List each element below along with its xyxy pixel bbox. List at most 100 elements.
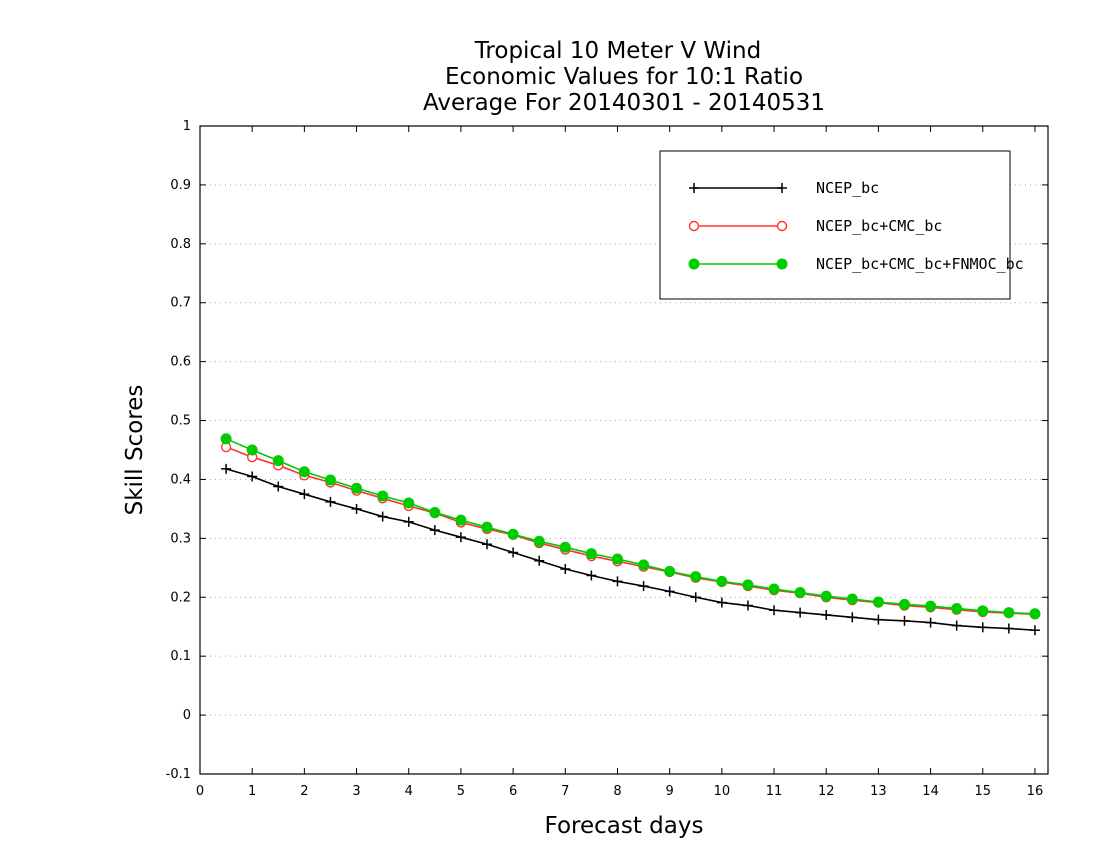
series-layer: [220, 433, 1041, 636]
data-point: [742, 579, 754, 591]
data-point: [508, 547, 519, 558]
data-point: [482, 539, 493, 550]
data-point: [507, 528, 519, 540]
x-tick-label: 3: [352, 784, 360, 799]
legend-marker: [688, 258, 700, 270]
data-point: [351, 503, 362, 514]
x-tick-label: 7: [561, 784, 569, 799]
data-point: [716, 597, 727, 608]
data-point: [247, 471, 258, 482]
data-point: [534, 555, 545, 566]
x-tick-label: 2: [300, 784, 308, 799]
data-point: [768, 583, 780, 595]
legend-marker: [689, 183, 699, 193]
data-point: [560, 563, 571, 574]
x-tick-label: 9: [666, 784, 674, 799]
x-tick-label: 8: [613, 784, 621, 799]
data-point: [690, 592, 701, 603]
x-axis-title: Forecast days: [545, 813, 704, 839]
data-point: [1029, 608, 1041, 620]
legend-marker: [777, 183, 787, 193]
x-tick-label: 15: [974, 784, 991, 799]
data-point: [925, 617, 936, 628]
data-point: [846, 593, 858, 605]
data-point: [272, 455, 284, 467]
data-point: [403, 497, 415, 509]
title-line-3: Average For 20140301 - 20140531: [423, 90, 825, 116]
data-point: [586, 570, 597, 581]
legend-label: NCEP_bc+CMC_bc: [816, 217, 942, 235]
data-point: [1029, 625, 1040, 636]
x-tick-label: 14: [922, 784, 939, 799]
data-point: [351, 482, 363, 494]
data-point: [325, 496, 336, 507]
y-tick-label: 0.3: [170, 531, 191, 546]
y-tick-label: 0.6: [170, 355, 191, 370]
data-point: [403, 516, 414, 527]
data-point: [455, 532, 466, 543]
data-point: [664, 565, 676, 577]
legend-entry-2: NCEP_bc+CMC_bc: [688, 217, 942, 235]
data-point: [246, 444, 258, 456]
y-axis-title: Skill Scores: [122, 385, 148, 516]
data-point: [429, 525, 440, 536]
data-point: [873, 614, 884, 625]
data-point: [429, 506, 441, 518]
y-tick-label: -0.1: [166, 767, 191, 782]
data-point: [977, 622, 988, 633]
legend-entry-3: NCEP_bc+CMC_bc+FNMOC_bc: [688, 255, 1024, 273]
x-tick-label: 16: [1027, 784, 1044, 799]
data-point: [638, 559, 650, 571]
legend: NCEP_bc NCEP_bc+CMC_bc NCEP_bc+CMC_bc+FNMO…: [659, 150, 1024, 300]
data-point: [533, 535, 545, 547]
legend-marker: [688, 220, 700, 232]
data-point: [638, 581, 649, 592]
data-point: [716, 575, 728, 587]
series-1: [221, 463, 1040, 636]
data-point: [951, 602, 963, 614]
legend-entry-1: NCEP_bc: [689, 179, 879, 197]
data-point: [820, 590, 832, 602]
series-3: [220, 433, 1041, 620]
data-point: [1003, 623, 1014, 634]
y-tick-label: 0.9: [170, 178, 191, 193]
data-point: [221, 463, 232, 474]
data-point: [455, 514, 467, 526]
data-point: [220, 433, 232, 445]
axis-ticks: -0.100.10.20.30.40.50.60.70.80.910 1 2 3 4 5 6…: [166, 119, 1048, 799]
data-point: [925, 600, 937, 612]
data-point: [664, 586, 675, 597]
data-point: [821, 609, 832, 620]
legend-marker: [776, 220, 788, 232]
x-tick-label: 12: [818, 784, 835, 799]
data-point: [794, 587, 806, 599]
data-point: [742, 600, 753, 611]
data-point: [612, 576, 623, 587]
data-point: [298, 466, 310, 478]
x-tick-label: 5: [457, 784, 465, 799]
y-tick-label: 0.4: [170, 472, 191, 487]
x-tick-label: 11: [766, 784, 783, 799]
y-tick-label: 1: [183, 119, 191, 134]
legend-label: NCEP_bc+CMC_bc+FNMOC_bc: [816, 255, 1024, 273]
y-tick-label: 0.2: [170, 590, 191, 605]
x-tick-label: 6: [509, 784, 517, 799]
x-tick-label: 4: [405, 784, 413, 799]
data-point: [690, 571, 702, 583]
data-point: [273, 481, 284, 492]
data-point: [769, 605, 780, 616]
y-tick-label: 0.8: [170, 237, 191, 252]
data-point: [299, 489, 310, 500]
data-point: [977, 605, 989, 617]
chart-title: Tropical 10 Meter V Wind Economic Values…: [423, 38, 825, 116]
data-point: [872, 596, 884, 608]
y-tick-label: 0.5: [170, 414, 191, 429]
legend-marker: [776, 258, 788, 270]
title-line-2: Economic Values for 10:1 Ratio: [445, 64, 803, 90]
series-line: [225, 438, 1035, 615]
title-line-1: Tropical 10 Meter V Wind: [474, 38, 761, 64]
data-point: [585, 548, 597, 560]
data-point: [795, 607, 806, 618]
y-tick-label: 0: [183, 708, 191, 723]
